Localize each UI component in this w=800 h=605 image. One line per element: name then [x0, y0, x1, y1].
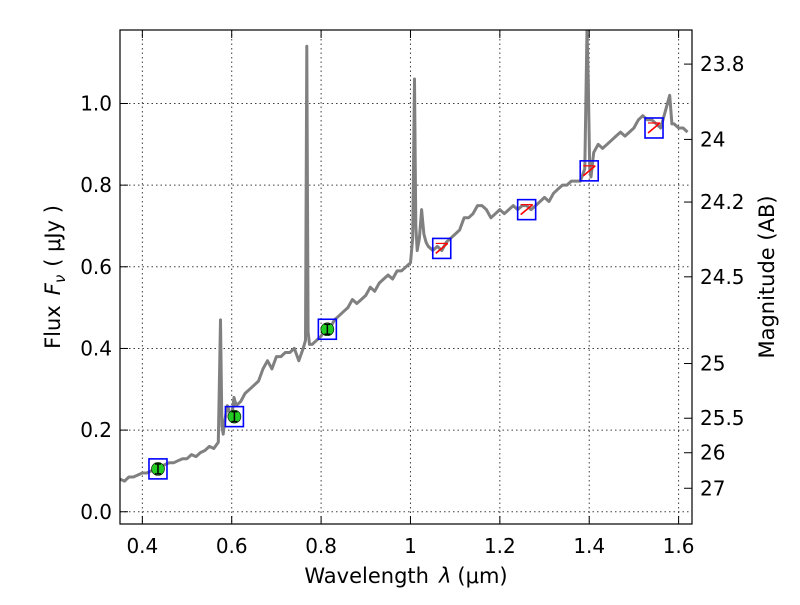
model-flux-box [516, 198, 537, 221]
x-tick-label: 0.6 [216, 534, 248, 558]
photometry-point [579, 160, 600, 182]
y2-tick-label: 24.2 [700, 190, 745, 214]
x-tick-label: 1.6 [663, 534, 695, 558]
limit-marker [582, 165, 596, 177]
photometry-point [644, 117, 664, 139]
y2-tick-label: 23.8 [700, 52, 745, 76]
x-tick-label: 1 [404, 534, 417, 558]
model-flux-box [431, 237, 452, 260]
y2-tick-label: 24.5 [700, 265, 745, 289]
y2-tick-label: 27 [700, 476, 725, 500]
y-tick-label: 0.2 [80, 418, 112, 442]
y-axis-title: FluxFν( μJy ) [41, 205, 69, 349]
model-flux-box [317, 318, 338, 341]
photometry-point [148, 458, 168, 480]
y-axis-left: 0.0 0.2 0.4 0.6 0.8 1.0 [80, 91, 128, 524]
y2-tick-label: 26 [700, 441, 725, 465]
limit-marker [520, 204, 534, 216]
x-tick-label: 0.4 [126, 534, 158, 558]
photometry-point [516, 198, 537, 221]
photometry-point [317, 318, 338, 341]
y-tick-label: 0.6 [80, 255, 112, 279]
y2-tick-label: 25 [700, 352, 725, 376]
y-tick-label: 1.0 [80, 91, 112, 115]
x-axis-title: Wavelength λ (μm) [304, 564, 507, 588]
y-tick-label: 0.8 [80, 173, 112, 197]
model-flux-box [644, 117, 664, 139]
limit-marker [647, 122, 661, 134]
y-tick-label: 0.0 [80, 500, 112, 524]
x-tick-label: 1.4 [573, 534, 605, 558]
y-axis-right: 23.8 24 24.2 24.5 25 25.5 26 27 [684, 52, 745, 500]
y2-axis-title: Magnitude (AB) [755, 195, 779, 358]
x-tick-label: 0.8 [305, 534, 337, 558]
y2-tick-label: 25.5 [700, 406, 745, 430]
photometry-point [224, 405, 245, 428]
model-flux-box [224, 405, 245, 428]
photometry-point [431, 237, 452, 260]
model-flux-box [148, 458, 168, 480]
x-axis: 0.4 0.6 0.8 1 1.2 1.4 1.6 [126, 30, 695, 558]
y2-tick-label: 24 [700, 127, 725, 151]
model-flux-box [579, 160, 600, 182]
limit-marker [435, 242, 449, 255]
y-tick-label: 0.4 [80, 336, 112, 360]
x-tick-label: 1.2 [484, 534, 516, 558]
photometry-layer [148, 117, 664, 480]
spectrum-layer [120, 30, 689, 483]
spectrum-line [120, 30, 689, 483]
